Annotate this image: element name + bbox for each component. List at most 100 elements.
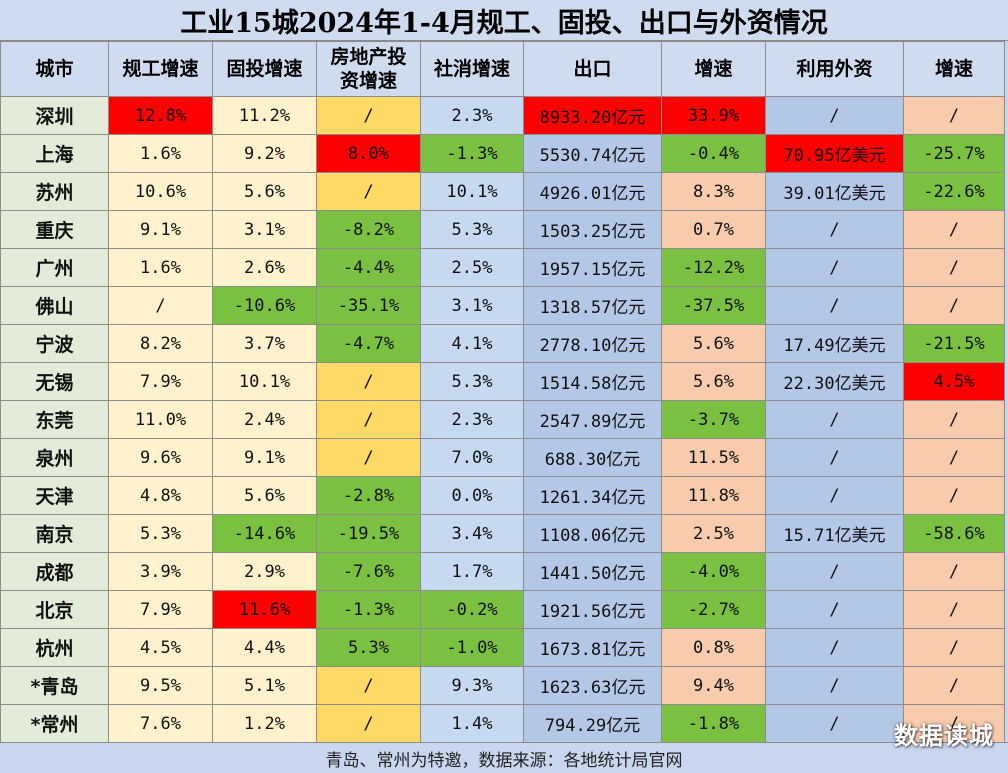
cell-industrial-growth[interactable]: 7.6%: [108, 704, 213, 743]
cell-industrial-growth[interactable]: 4.8%: [108, 476, 213, 515]
cell-fixed-investment-growth[interactable]: 2.4%: [212, 400, 317, 439]
cell-real-estate-growth[interactable]: /: [316, 438, 421, 477]
cell-export-growth[interactable]: 0.7%: [661, 210, 766, 249]
cell-retail-growth[interactable]: 7.0%: [420, 438, 524, 477]
cell-industrial-growth[interactable]: 8.2%: [108, 324, 213, 363]
cell-fdi-growth[interactable]: /: [903, 666, 1005, 705]
cell-retail-growth[interactable]: 10.1%: [420, 172, 524, 211]
cell-fdi-growth[interactable]: /: [903, 286, 1005, 325]
cell-city[interactable]: *青岛: [0, 666, 109, 705]
cell-fixed-investment-growth[interactable]: 1.2%: [212, 704, 317, 743]
cell-real-estate-growth[interactable]: -2.8%: [316, 476, 421, 515]
cell-fdi[interactable]: 70.95亿美元: [765, 134, 904, 173]
cell-fdi[interactable]: 17.49亿美元: [765, 324, 904, 363]
cell-real-estate-growth[interactable]: -19.5%: [316, 514, 421, 553]
header-industrial-growth[interactable]: 规工增速: [108, 41, 213, 97]
cell-export[interactable]: 2778.10亿元: [523, 324, 662, 363]
cell-fdi-growth[interactable]: /: [903, 552, 1005, 591]
cell-export-growth[interactable]: 9.4%: [661, 666, 766, 705]
cell-fdi-growth[interactable]: /: [903, 438, 1005, 477]
cell-fdi-growth[interactable]: -58.6%: [903, 514, 1005, 553]
cell-city[interactable]: 宁波: [0, 324, 109, 363]
cell-export-growth[interactable]: 5.6%: [661, 362, 766, 401]
cell-fdi[interactable]: /: [765, 210, 904, 249]
cell-export-growth[interactable]: -2.7%: [661, 590, 766, 629]
cell-industrial-growth[interactable]: 1.6%: [108, 248, 213, 287]
header-fixed-investment-growth[interactable]: 固投增速: [212, 41, 317, 97]
cell-industrial-growth[interactable]: 4.5%: [108, 628, 213, 667]
cell-fixed-investment-growth[interactable]: 5.1%: [212, 666, 317, 705]
cell-retail-growth[interactable]: 4.1%: [420, 324, 524, 363]
cell-city[interactable]: 佛山: [0, 286, 109, 325]
cell-real-estate-growth[interactable]: -1.3%: [316, 590, 421, 629]
cell-export[interactable]: 1318.57亿元: [523, 286, 662, 325]
cell-retail-growth[interactable]: 0.0%: [420, 476, 524, 515]
cell-export-growth[interactable]: 11.5%: [661, 438, 766, 477]
cell-export[interactable]: 1261.34亿元: [523, 476, 662, 515]
cell-export-growth[interactable]: -12.2%: [661, 248, 766, 287]
cell-retail-growth[interactable]: 5.3%: [420, 210, 524, 249]
cell-real-estate-growth[interactable]: /: [316, 362, 421, 401]
cell-city[interactable]: 无锡: [0, 362, 109, 401]
cell-real-estate-growth[interactable]: /: [316, 172, 421, 211]
cell-real-estate-growth[interactable]: -35.1%: [316, 286, 421, 325]
cell-industrial-growth[interactable]: 11.0%: [108, 400, 213, 439]
cell-fdi[interactable]: 15.71亿美元: [765, 514, 904, 553]
cell-city[interactable]: 东莞: [0, 400, 109, 439]
cell-city[interactable]: 深圳: [0, 96, 109, 135]
cell-export-growth[interactable]: -37.5%: [661, 286, 766, 325]
cell-fixed-investment-growth[interactable]: 9.2%: [212, 134, 317, 173]
header-city[interactable]: 城市: [0, 41, 109, 97]
cell-retail-growth[interactable]: -1.0%: [420, 628, 524, 667]
cell-city[interactable]: 泉州: [0, 438, 109, 477]
cell-export-growth[interactable]: 11.8%: [661, 476, 766, 515]
cell-export[interactable]: 1921.56亿元: [523, 590, 662, 629]
cell-fixed-investment-growth[interactable]: 11.2%: [212, 96, 317, 135]
cell-fdi-growth[interactable]: /: [903, 704, 1005, 743]
cell-export[interactable]: 5530.74亿元: [523, 134, 662, 173]
cell-industrial-growth[interactable]: 12.8%: [108, 96, 213, 135]
cell-export[interactable]: 1108.06亿元: [523, 514, 662, 553]
cell-real-estate-growth[interactable]: -4.7%: [316, 324, 421, 363]
cell-real-estate-growth[interactable]: /: [316, 400, 421, 439]
cell-real-estate-growth[interactable]: -4.4%: [316, 248, 421, 287]
cell-city[interactable]: 广州: [0, 248, 109, 287]
cell-industrial-growth[interactable]: 1.6%: [108, 134, 213, 173]
cell-fdi[interactable]: /: [765, 286, 904, 325]
cell-fdi-growth[interactable]: -22.6%: [903, 172, 1005, 211]
cell-retail-growth[interactable]: 1.7%: [420, 552, 524, 591]
cell-real-estate-growth[interactable]: /: [316, 666, 421, 705]
cell-industrial-growth[interactable]: 3.9%: [108, 552, 213, 591]
cell-city[interactable]: 天津: [0, 476, 109, 515]
cell-fdi[interactable]: /: [765, 438, 904, 477]
cell-fdi[interactable]: /: [765, 96, 904, 135]
cell-export[interactable]: 1957.15亿元: [523, 248, 662, 287]
cell-retail-growth[interactable]: 9.3%: [420, 666, 524, 705]
cell-industrial-growth[interactable]: 7.9%: [108, 362, 213, 401]
cell-export-growth[interactable]: -4.0%: [661, 552, 766, 591]
cell-fixed-investment-growth[interactable]: 2.6%: [212, 248, 317, 287]
cell-export-growth[interactable]: -0.4%: [661, 134, 766, 173]
cell-fixed-investment-growth[interactable]: 10.1%: [212, 362, 317, 401]
cell-export-growth[interactable]: -1.8%: [661, 704, 766, 743]
cell-fdi[interactable]: /: [765, 704, 904, 743]
cell-fdi-growth[interactable]: /: [903, 400, 1005, 439]
cell-fixed-investment-growth[interactable]: 2.9%: [212, 552, 317, 591]
cell-industrial-growth[interactable]: 10.6%: [108, 172, 213, 211]
cell-export-growth[interactable]: 0.8%: [661, 628, 766, 667]
cell-retail-growth[interactable]: -1.3%: [420, 134, 524, 173]
cell-city[interactable]: 北京: [0, 590, 109, 629]
cell-city[interactable]: 苏州: [0, 172, 109, 211]
cell-retail-growth[interactable]: -0.2%: [420, 590, 524, 629]
cell-city[interactable]: 杭州: [0, 628, 109, 667]
header-fdi-growth[interactable]: 增速: [903, 41, 1005, 97]
cell-retail-growth[interactable]: 3.1%: [420, 286, 524, 325]
header-real-estate-investment-growth[interactable]: 房地产投资增速: [316, 41, 421, 97]
cell-export-growth[interactable]: 8.3%: [661, 172, 766, 211]
header-retail-growth[interactable]: 社消增速: [420, 41, 524, 97]
header-export-growth[interactable]: 增速: [661, 41, 766, 97]
cell-real-estate-growth[interactable]: -8.2%: [316, 210, 421, 249]
cell-export[interactable]: 1673.81亿元: [523, 628, 662, 667]
cell-industrial-growth[interactable]: 9.5%: [108, 666, 213, 705]
cell-fdi-growth[interactable]: -25.7%: [903, 134, 1005, 173]
